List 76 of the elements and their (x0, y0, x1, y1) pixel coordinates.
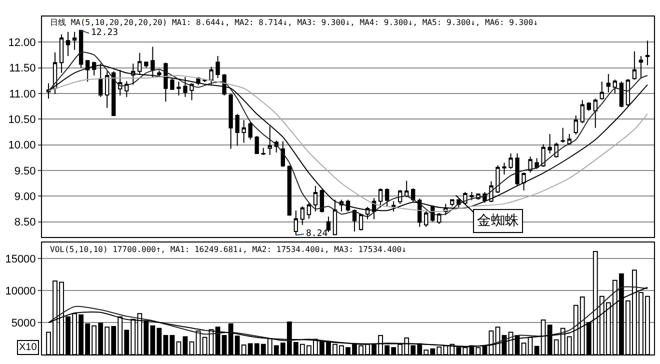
candlestick (470, 192, 474, 201)
y-tick-label: 15000 (5, 253, 36, 266)
y-tick-label: 12.00 (8, 36, 36, 49)
y-tick-label: 10.00 (8, 140, 36, 152)
candlestick (59, 34, 64, 74)
candlestick (508, 153, 513, 170)
candlestick (222, 73, 226, 96)
candlestick (118, 69, 122, 96)
candlestick (424, 211, 428, 228)
annotation: 8.24 (306, 229, 328, 239)
candlestick (280, 140, 285, 168)
candlestick (72, 31, 77, 50)
candlestick (176, 81, 181, 96)
candlestick (645, 40, 650, 66)
candlestick (300, 206, 305, 226)
candlestick (105, 70, 110, 108)
candlestick (541, 144, 546, 168)
candlestick (515, 153, 520, 186)
candlestick (228, 92, 233, 150)
candlestick (450, 198, 454, 207)
candlestick (528, 156, 532, 173)
candlestick (612, 79, 618, 94)
y-tick-label: 9.00 (14, 190, 36, 203)
candlestick (313, 185, 318, 212)
chart-title: VOL(5,10,10) 17700.000↑, MA1: 16249.681↓, MA2: 17534.400↓, MA3: 17534.400↓ (50, 245, 406, 254)
y-tick-label: 10000 (5, 285, 36, 298)
candlestick (170, 78, 174, 90)
candlestick (268, 126, 272, 156)
candlestick (294, 210, 298, 236)
candlestick (567, 134, 572, 146)
candlestick (580, 100, 584, 124)
candlestick (306, 202, 312, 220)
candlestick (502, 162, 506, 176)
y-tick-label: 5000 (11, 317, 36, 330)
candlestick (254, 136, 259, 154)
annotation: 12.23 (91, 28, 118, 38)
candlestick (183, 76, 188, 98)
candlestick (606, 73, 611, 93)
candlestick (124, 80, 129, 98)
candlestick (358, 213, 364, 232)
candlestick (190, 82, 194, 101)
candlestick (496, 164, 500, 194)
candlestick (157, 70, 162, 78)
y-tick-label: 11.50 (9, 62, 36, 75)
candlestick (586, 102, 591, 112)
candlestick (632, 50, 637, 80)
annotation: 金蜘蛛 (477, 213, 519, 229)
candlestick (600, 81, 604, 100)
chart-title: 日线 MA(5,10,20,20,20,20) MA1: 8.644↓, MA2: 8.714↓, MA3: 9.300↓, MA4: 9.300↓, MA5: 9.300↓, MA6: 9.300↓ (50, 18, 538, 27)
y-tick-label: 11.00 (9, 88, 36, 100)
candlestick (534, 158, 539, 170)
y-tick-label: 9.50 (14, 165, 36, 178)
candlestick (66, 31, 70, 56)
candlestick (144, 61, 148, 68)
candlestick (560, 127, 565, 144)
candlestick (378, 188, 383, 208)
candlestick (593, 98, 598, 128)
candlestick (248, 121, 252, 140)
candlestick (638, 55, 644, 80)
y-tick-label: 8.50 (14, 216, 36, 229)
candlestick (574, 115, 578, 136)
candlestick (619, 81, 624, 108)
candlestick (548, 134, 552, 154)
y-tick-label: 10.50 (8, 114, 36, 126)
candlestick (242, 120, 246, 144)
candlestick (522, 172, 526, 191)
candlestick (112, 70, 116, 116)
candlestick (261, 147, 266, 156)
candlestick (235, 113, 240, 146)
text: X10 (19, 342, 38, 353)
candlestick (326, 216, 331, 233)
candlestick (216, 55, 220, 79)
candlestick (287, 164, 292, 216)
candlestick (404, 180, 409, 198)
candlestick (384, 188, 390, 207)
candlestick (626, 78, 630, 107)
